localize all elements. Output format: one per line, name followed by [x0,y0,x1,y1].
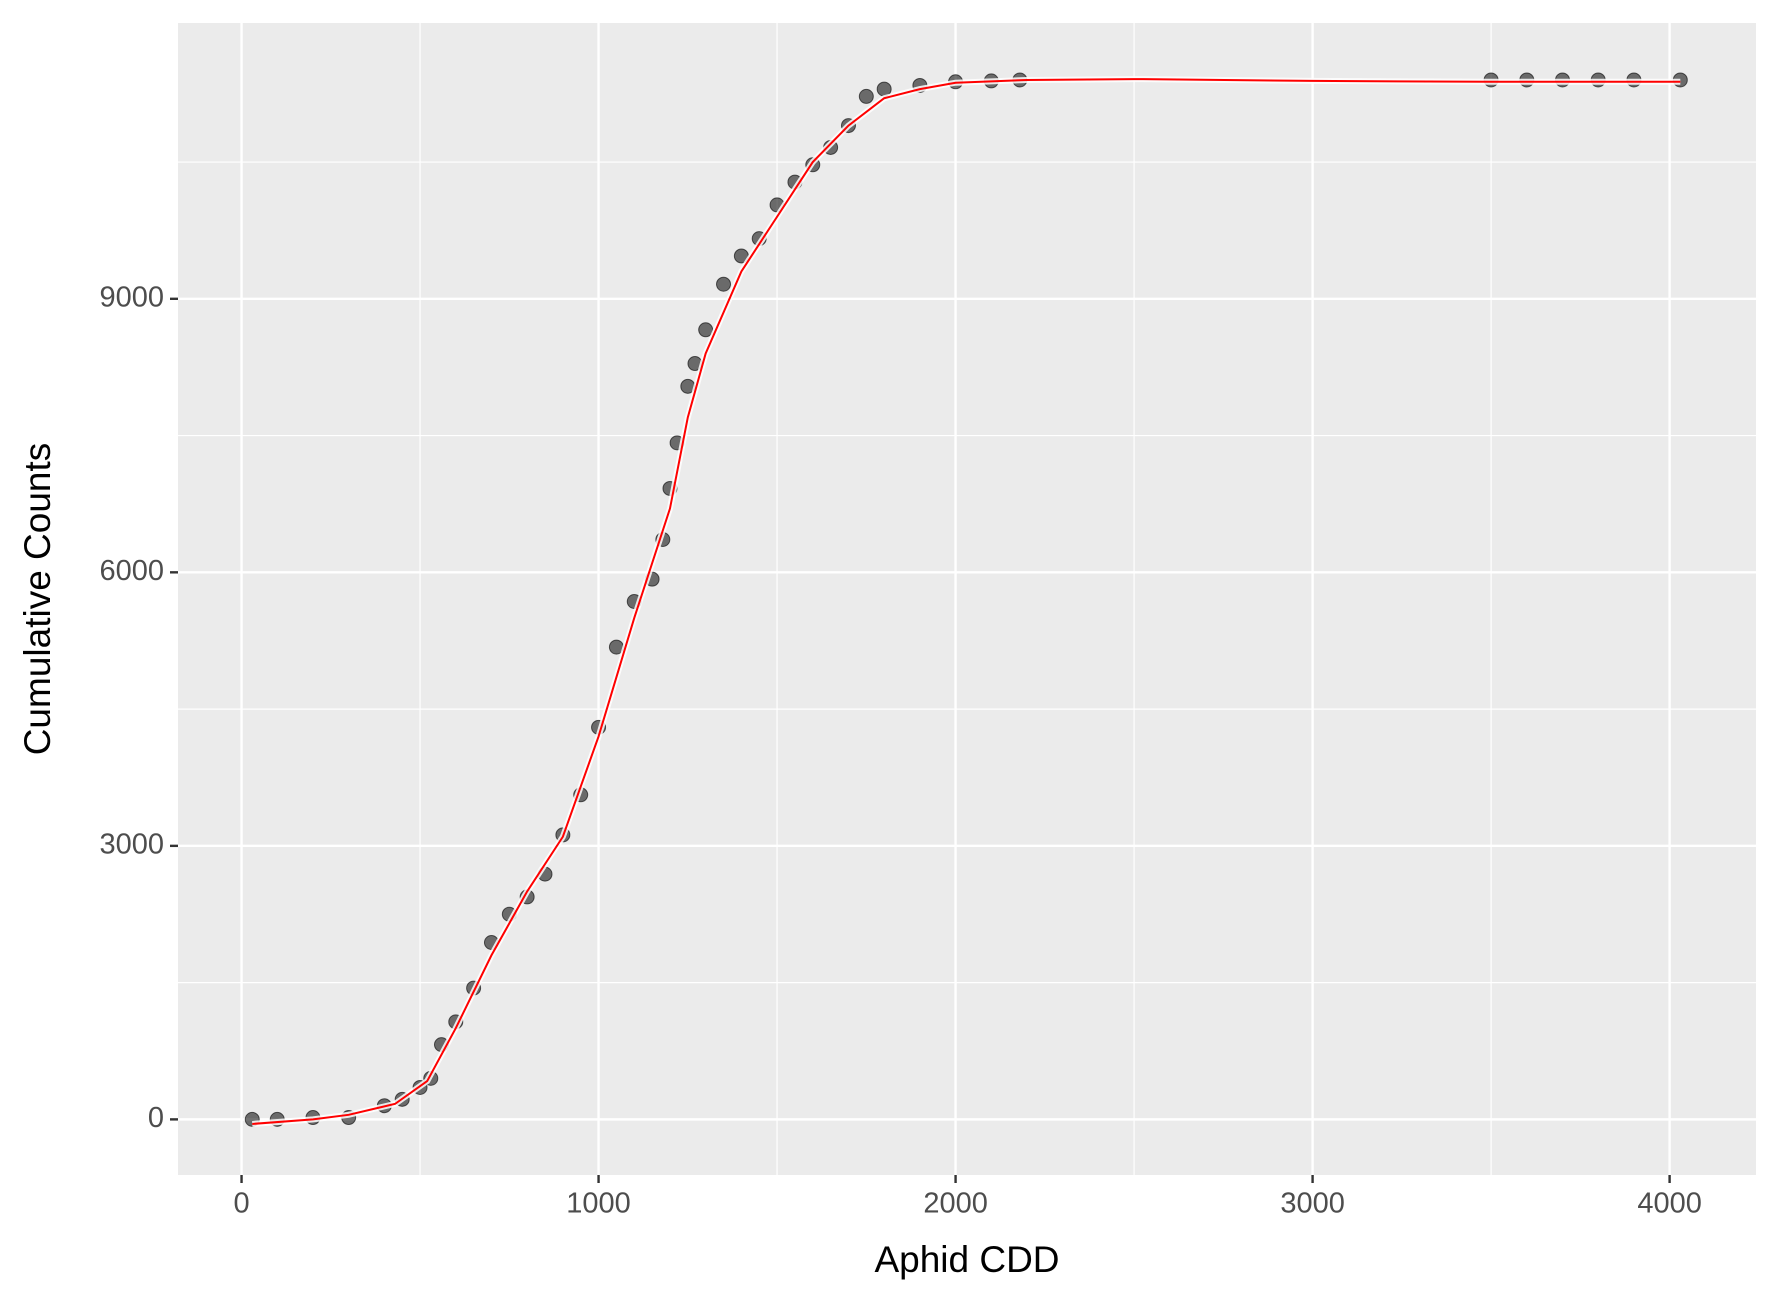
y-tick-label: 0 [148,1102,164,1134]
x-tick-label: 3000 [1280,1188,1345,1220]
point [698,322,714,338]
y-tick-label: 9000 [99,281,164,313]
x-tick-label: 4000 [1637,1188,1702,1220]
x-tick-label: 2000 [923,1188,988,1220]
point [858,88,874,104]
y-tick-label: 3000 [99,829,164,861]
point [716,276,732,292]
x-tick-label: 0 [233,1188,249,1220]
x-tick-label: 1000 [566,1188,631,1220]
x-axis-title: Aphid CDD [874,1239,1059,1280]
y-axis-title: Cumulative Counts [17,443,58,756]
y-tick-label: 6000 [99,555,164,587]
plot-panel [178,23,1756,1175]
fit-line [252,78,1681,1125]
